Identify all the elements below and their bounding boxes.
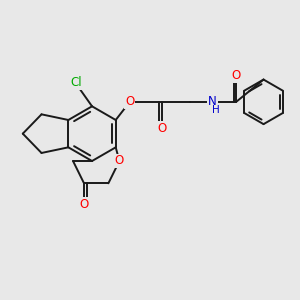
Text: O: O (125, 95, 134, 108)
Text: O: O (157, 122, 167, 135)
Text: O: O (80, 198, 88, 211)
Text: N: N (208, 95, 217, 108)
Text: Cl: Cl (70, 76, 82, 89)
Text: H: H (212, 105, 220, 115)
Text: O: O (115, 154, 124, 167)
Text: O: O (232, 69, 241, 82)
